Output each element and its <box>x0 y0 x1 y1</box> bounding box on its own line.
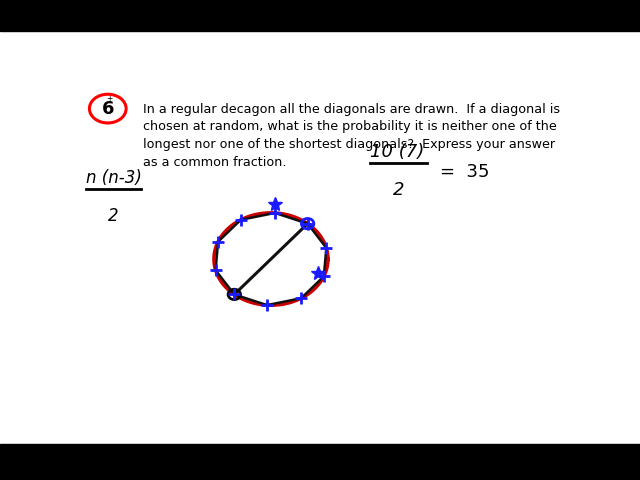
Text: 6: 6 <box>102 100 114 118</box>
Text: longest nor one of the shortest diagonals?  Express your answer: longest nor one of the shortest diagonal… <box>143 138 556 151</box>
Text: 10 (7): 10 (7) <box>370 143 424 161</box>
Text: 2: 2 <box>393 181 404 199</box>
Text: In a regular decagon all the diagonals are drawn.  If a diagonal is: In a regular decagon all the diagonals a… <box>143 103 561 116</box>
Text: n (n-3): n (n-3) <box>86 169 142 187</box>
Text: 2: 2 <box>108 207 118 225</box>
Text: +: + <box>106 94 113 103</box>
Text: chosen at random, what is the probability it is neither one of the: chosen at random, what is the probabilit… <box>143 120 557 133</box>
Text: as a common fraction.: as a common fraction. <box>143 156 287 169</box>
Text: =  35: = 35 <box>440 163 489 181</box>
